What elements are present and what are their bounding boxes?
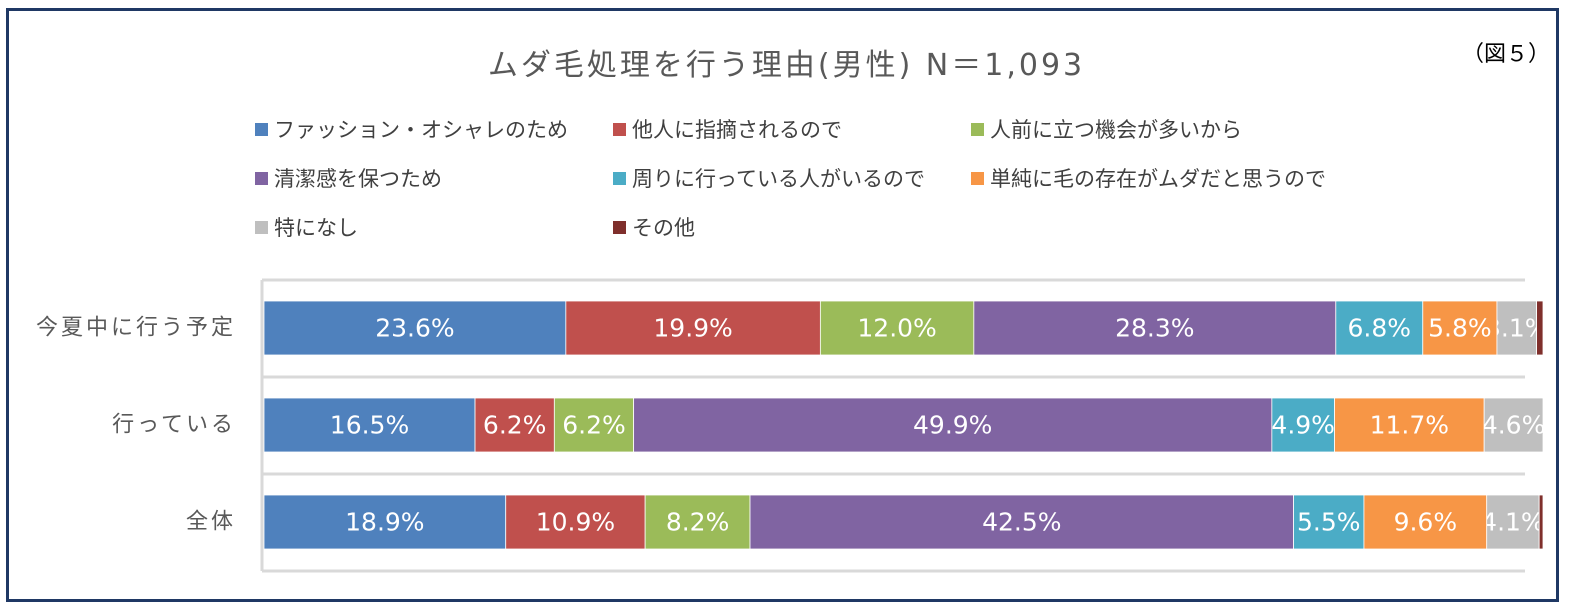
category-label: 全体 bbox=[186, 510, 236, 535]
legend-swatch bbox=[971, 122, 984, 136]
bar-segment bbox=[1538, 494, 1544, 550]
bar-segment bbox=[1422, 300, 1498, 356]
data-label: 42.5% bbox=[982, 508, 1061, 537]
bar-segment bbox=[749, 494, 1294, 550]
legend-item: 人前に立つ機会が多いから bbox=[971, 116, 1242, 142]
legend-swatch bbox=[255, 122, 268, 136]
data-label: 23.6% bbox=[375, 314, 454, 343]
legend-label: その他 bbox=[632, 216, 695, 240]
legend-label: 人前に立つ機会が多いから bbox=[990, 118, 1242, 142]
bar-segment bbox=[644, 494, 751, 550]
bar-segment bbox=[1293, 494, 1365, 550]
chart-title: ムダ毛処理を行う理由(男性) N＝1,093 bbox=[487, 48, 1086, 83]
legend-item: ファッション・オシャレのため bbox=[255, 116, 568, 142]
data-label: 5.8% bbox=[1428, 314, 1492, 343]
data-label: 12.0% bbox=[857, 314, 936, 343]
category-label: 今夏中に行う予定 bbox=[36, 316, 236, 341]
data-label: 16.5% bbox=[330, 411, 409, 440]
bar-segment bbox=[1334, 397, 1485, 453]
bar-segment bbox=[474, 397, 555, 453]
data-label: 28.3% bbox=[1115, 314, 1194, 343]
data-label: 6.8% bbox=[1348, 314, 1412, 343]
data-label: 6.2% bbox=[562, 411, 626, 440]
bar-segment bbox=[1271, 397, 1335, 453]
data-label: 4.1% bbox=[1481, 508, 1545, 537]
data-label: 8.2% bbox=[666, 508, 730, 537]
legend-swatch bbox=[613, 122, 626, 136]
legend-label: 周りに行っている人がいるので bbox=[632, 167, 925, 191]
data-label: 3.1% bbox=[1485, 314, 1549, 343]
bar-segment bbox=[1486, 494, 1540, 550]
legend-label: 清潔感を保つため bbox=[274, 167, 442, 191]
data-label: 4.9% bbox=[1271, 411, 1335, 440]
data-label: 19.9% bbox=[653, 314, 732, 343]
legend-item: 単純に毛の存在がムダだと思うので bbox=[971, 165, 1326, 191]
bar-segment bbox=[1483, 397, 1544, 453]
data-label: 4.6% bbox=[1482, 411, 1546, 440]
data-label: 6.2% bbox=[483, 411, 547, 440]
legend-swatch bbox=[613, 220, 626, 234]
data-label: 10.9% bbox=[536, 508, 615, 537]
data-label: 5.5% bbox=[1297, 508, 1361, 537]
bar-segment bbox=[1536, 300, 1544, 356]
bar-segment bbox=[633, 397, 1273, 453]
data-label: 9.6% bbox=[1394, 508, 1458, 537]
bar-segment bbox=[1496, 300, 1538, 356]
legend-item: 周りに行っている人がいるので bbox=[613, 165, 925, 191]
figure-label: （図５） bbox=[1462, 42, 1551, 67]
legend-label: ファッション・オシャレのため bbox=[274, 118, 568, 142]
legend-item: その他 bbox=[613, 214, 695, 240]
data-label: 11.7% bbox=[1370, 411, 1449, 440]
legend-swatch bbox=[971, 171, 984, 185]
bar-segment bbox=[263, 494, 507, 550]
bar-segment bbox=[819, 300, 975, 356]
bar-segment bbox=[553, 397, 635, 453]
legend-item: 特になし bbox=[255, 214, 358, 240]
bar-segment bbox=[565, 300, 821, 356]
legend-swatch bbox=[255, 220, 268, 234]
legend-item: 清潔感を保つため bbox=[255, 165, 442, 191]
legend-swatch bbox=[255, 171, 268, 185]
bar-segment bbox=[505, 494, 646, 550]
bar-segment bbox=[1335, 300, 1424, 356]
legend-label: 他人に指摘されるので bbox=[632, 118, 842, 142]
category-label: 行っている bbox=[112, 413, 236, 438]
bar-segment bbox=[263, 397, 476, 453]
legend-item: 他人に指摘されるので bbox=[613, 116, 842, 142]
bar-segment bbox=[1363, 494, 1488, 550]
legend-label: 特になし bbox=[274, 216, 358, 240]
data-label: 18.9% bbox=[345, 508, 424, 537]
legend-swatch bbox=[613, 171, 626, 185]
legend-label: 単純に毛の存在がムダだと思うので bbox=[990, 167, 1326, 191]
bar-segment bbox=[973, 300, 1337, 356]
data-label: 49.9% bbox=[913, 411, 992, 440]
